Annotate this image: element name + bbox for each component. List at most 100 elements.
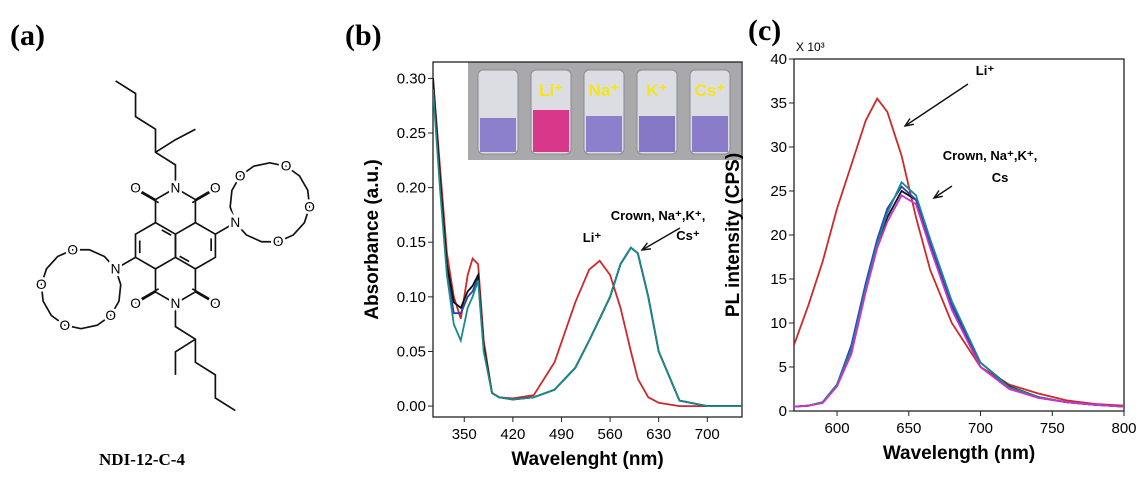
x-axis-label: Wavelenght (nm) [511, 449, 663, 470]
crown-ring [229, 161, 311, 243]
y-tick-label: 35 [770, 95, 787, 112]
x-tick-label: 630 [646, 426, 671, 443]
x-tick-label: 750 [1040, 420, 1065, 437]
arrow [933, 185, 953, 199]
bond [174, 338, 196, 375]
arrow-head [903, 118, 914, 127]
ring [174, 221, 217, 270]
atom-label: O [210, 296, 221, 311]
y-tick-label: 0.15 [397, 234, 426, 251]
bond [115, 80, 177, 188]
panel-label: (b) [345, 19, 382, 52]
atom-label: O [130, 296, 141, 311]
x-tick-label: 350 [452, 426, 477, 443]
plot-frame [432, 61, 743, 418]
atom-label: O [235, 169, 246, 184]
solution [692, 116, 728, 152]
atom-label: O [304, 199, 315, 214]
x-tick-label: 700 [695, 426, 720, 443]
solution [639, 116, 675, 152]
bond [174, 303, 236, 412]
double-bond [161, 229, 172, 236]
axis-multiplier: X 10³ [796, 40, 825, 54]
y-tick-label: 0.25 [397, 125, 426, 142]
atom-label: N [111, 261, 121, 276]
crown-ring [40, 248, 122, 330]
annotation: Li⁺ [976, 63, 995, 78]
series-line [433, 89, 742, 407]
panel-label: (a) [10, 19, 45, 52]
x-tick-label: 490 [549, 426, 574, 443]
annotation: Li⁺ [583, 230, 602, 245]
atom-label: O [273, 234, 284, 249]
y-tick-label: 10 [770, 315, 787, 332]
y-axis-label: PL intensity (CPS) [723, 153, 744, 317]
y-tick-label: 15 [770, 271, 787, 288]
bond [135, 291, 156, 305]
atom-label: O [67, 242, 78, 257]
y-tick-label: 20 [770, 227, 787, 244]
double-bond [179, 255, 190, 263]
arrow [641, 227, 681, 251]
solution [533, 110, 569, 152]
y-tick-label: 0.20 [397, 180, 426, 197]
compound-name: NDI-12-C-4 [99, 450, 185, 469]
x-tick-label: 650 [896, 420, 921, 437]
bond [194, 187, 216, 201]
y-tick-label: 40 [770, 51, 787, 68]
bond [194, 291, 216, 305]
y-tick-label: 0 [779, 403, 787, 420]
panel-label: (c) [748, 14, 781, 47]
y-tick-label: 25 [770, 183, 787, 200]
bond [135, 187, 156, 201]
y-tick-label: 0.00 [397, 398, 426, 415]
x-tick-label: 700 [968, 420, 993, 437]
annotation: Cs [992, 170, 1009, 185]
annotation: Cs⁺ [676, 228, 700, 243]
y-tick-label: 0.05 [397, 343, 426, 360]
atom-label: O [130, 181, 141, 196]
atom-label: N [230, 215, 240, 230]
inset-label: Na⁺ [589, 81, 620, 100]
y-tick-label: 0.30 [397, 70, 426, 87]
bond [191, 190, 213, 204]
arrow [904, 83, 969, 127]
annotation: Crown, Na⁺,K⁺, [611, 208, 706, 223]
series-line [794, 189, 1124, 408]
arrow-head [640, 242, 652, 251]
bond [191, 288, 213, 302]
plot-frame [793, 58, 1125, 412]
inset-label: Cs⁺ [695, 81, 726, 100]
solution [480, 118, 516, 152]
atom-label: O [105, 308, 116, 323]
series-line [794, 194, 1124, 408]
bond [155, 128, 196, 154]
x-tick-label: 420 [500, 426, 525, 443]
atom-label: N [171, 181, 181, 196]
bond [115, 256, 136, 270]
inset-label: K⁺ [646, 81, 667, 100]
x-tick-label: 600 [825, 420, 850, 437]
annotation: Crown, Na⁺,K⁺, [943, 148, 1038, 163]
y-axis-label: Absorbance (a.u.) [362, 159, 383, 319]
y-tick-label: 30 [770, 139, 787, 156]
ring [134, 221, 177, 270]
inset-photo [468, 62, 741, 160]
atom-label: N [171, 296, 181, 311]
atom-label: O [281, 159, 292, 174]
atom-label: O [210, 181, 221, 196]
bond [138, 288, 160, 302]
bond [214, 221, 236, 235]
x-axis-label: Wavelength (nm) [883, 443, 1035, 464]
x-tick-label: 800 [1111, 420, 1136, 437]
solution [586, 116, 622, 152]
y-tick-label: 0.10 [397, 289, 426, 306]
inset-label: Li⁺ [539, 81, 563, 100]
y-tick-label: 5 [779, 359, 787, 376]
series-line [794, 96, 1124, 407]
atom-label: O [36, 277, 47, 292]
atom-label: O [60, 318, 71, 333]
arrow-head [932, 190, 943, 199]
